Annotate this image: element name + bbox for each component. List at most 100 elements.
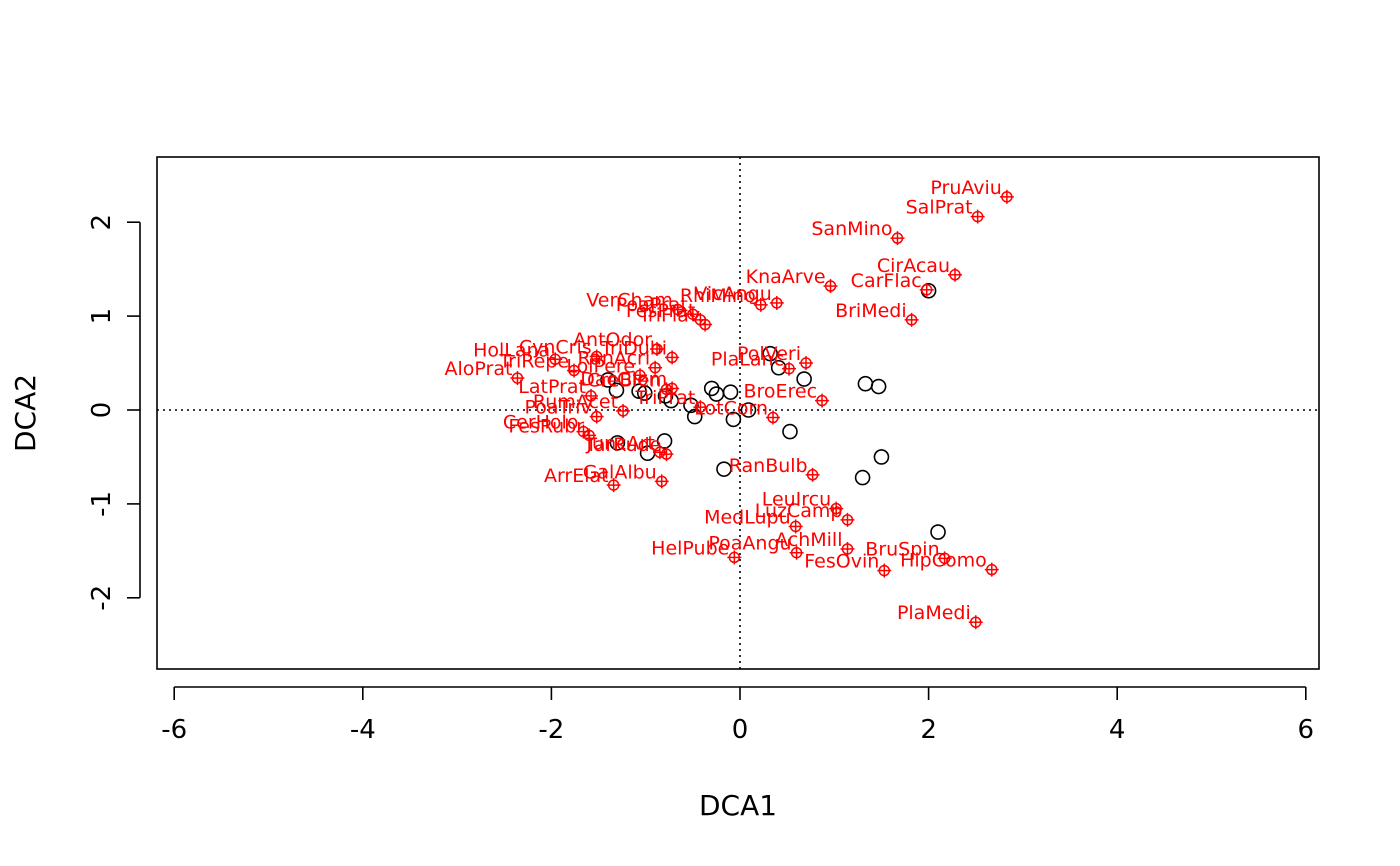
- species-label: KnaArve: [746, 266, 826, 288]
- species-label: PlaLanc: [711, 349, 784, 371]
- species-label: CarFlac: [851, 270, 922, 292]
- species-label: BruSpin: [865, 538, 939, 560]
- species-marker: ArrElat: [544, 465, 621, 493]
- species-label: PruAviu: [930, 177, 1001, 199]
- species-marker: LolPere: [566, 355, 648, 383]
- y-tick-label: 2: [87, 214, 117, 231]
- species-label: PoaTriv: [524, 397, 591, 419]
- site-point: [857, 375, 874, 392]
- species-label: TarRude: [584, 434, 661, 456]
- species-marker: PoaAngu: [708, 533, 804, 560]
- species-label: FesOvin: [804, 551, 879, 573]
- species-marker: MedLupu: [704, 506, 803, 534]
- species-marker: SanMino: [811, 218, 905, 246]
- species-label: PolVeri: [737, 343, 801, 365]
- x-tick-label: -2: [538, 715, 564, 745]
- species-marker: SalPrat: [906, 197, 985, 224]
- species-marker: CreBien: [587, 369, 674, 397]
- x-axis: -6 -4 -2 0 2 4 6: [161, 686, 1315, 745]
- site-point: [740, 402, 757, 418]
- species-marker: HipComo: [900, 550, 999, 577]
- site-point: [722, 384, 739, 400]
- species-label: RanAcri: [577, 348, 650, 370]
- species-label: VerCham: [586, 290, 672, 312]
- site-point: [762, 345, 778, 362]
- species-marker: RanAcri: [577, 348, 663, 375]
- species-label: CreBien: [587, 369, 661, 391]
- species-marker: HolLana: [473, 339, 563, 367]
- site-point: [725, 411, 742, 428]
- species-label: PoaPrat: [616, 294, 688, 316]
- site-point: [796, 371, 812, 387]
- site-point: [873, 449, 890, 465]
- species-label: TriRepe: [498, 351, 569, 373]
- species-label: TriDubi: [600, 337, 667, 359]
- species-marker: GalAlbu: [583, 461, 669, 489]
- y-tick-label: 1: [87, 308, 117, 325]
- species-label: PoaAngu: [708, 533, 791, 555]
- species-marker: PoaPrat: [616, 294, 700, 322]
- species-label: JuncArt: [585, 432, 654, 454]
- species-marker: RhiMino: [680, 285, 768, 312]
- y-tick-label: -1: [87, 491, 117, 517]
- species-label: SalPrat: [906, 197, 973, 219]
- species-label: AchMill: [775, 529, 842, 551]
- y-tick-label: -2: [87, 585, 117, 611]
- species-label: PlaMedi: [897, 602, 971, 624]
- species-label: HelPube: [651, 537, 729, 559]
- site-point: [770, 359, 787, 376]
- species-label: CirAcau: [877, 255, 950, 277]
- species-label: BriMedi: [835, 300, 907, 322]
- site-point: [716, 461, 732, 477]
- species-label: LotCorn: [694, 398, 768, 420]
- species-marker: PoaTriv: [524, 397, 604, 424]
- species-marker: BriMedi: [835, 300, 919, 327]
- species-marker: BroErec: [743, 381, 830, 408]
- species-marker: CynCris: [519, 336, 604, 364]
- x-tick-label: 0: [732, 715, 749, 745]
- species-marker: CerHolo: [503, 412, 591, 439]
- species-label: LuzCamp: [755, 500, 843, 522]
- species-marker: PlaMedi: [897, 602, 983, 630]
- species-marker: CirAcau: [877, 255, 963, 282]
- species-marker: TriFlav: [638, 305, 713, 332]
- species-label: ArrElat: [544, 465, 609, 487]
- species-marker: TriRepe: [498, 351, 582, 378]
- site-point: [608, 382, 625, 399]
- species-marker: HelPube: [651, 537, 742, 565]
- species-label: HipComo: [900, 550, 987, 572]
- species-marker: RanBulb: [729, 455, 820, 482]
- site-point: [686, 408, 703, 425]
- species-label: DacGlom: [580, 368, 667, 390]
- site-point: [609, 435, 626, 451]
- species-marker: TriDubi: [600, 337, 680, 365]
- y-tick-label: 0: [87, 402, 117, 419]
- species-marker: LeuIrcu: [762, 489, 844, 516]
- species-label: FesPrat: [626, 300, 696, 322]
- x-tick-label: 6: [1298, 715, 1315, 745]
- species-marker: LatPrat: [518, 376, 599, 403]
- x-tick-label: 2: [920, 715, 937, 745]
- species-marker: VerCham: [586, 290, 685, 317]
- site-point: [782, 423, 798, 440]
- species-label: SanMino: [811, 218, 892, 240]
- species-marker: BruSpin: [865, 538, 952, 566]
- species-label: CerHolo: [503, 412, 579, 434]
- species-label: RhiMino: [680, 285, 756, 307]
- site-point: [870, 378, 887, 395]
- plot-box: [156, 156, 1320, 670]
- species-marker: PolVeri: [737, 343, 814, 371]
- x-tick-label: 4: [1109, 715, 1126, 745]
- species-marker: AloPrat: [445, 358, 525, 386]
- species-marker: CarFlac: [851, 270, 934, 297]
- species-marker: FesOvin: [804, 551, 892, 578]
- species-marker: PlaLanc: [711, 349, 797, 376]
- species-label: LolPere: [566, 355, 635, 377]
- species-marker: AchMill: [775, 529, 855, 556]
- species-label: TriFlav: [638, 305, 700, 327]
- site-point: [683, 397, 699, 414]
- species-label: TriPrat: [634, 387, 695, 409]
- species-marker: AntOdor: [573, 329, 665, 356]
